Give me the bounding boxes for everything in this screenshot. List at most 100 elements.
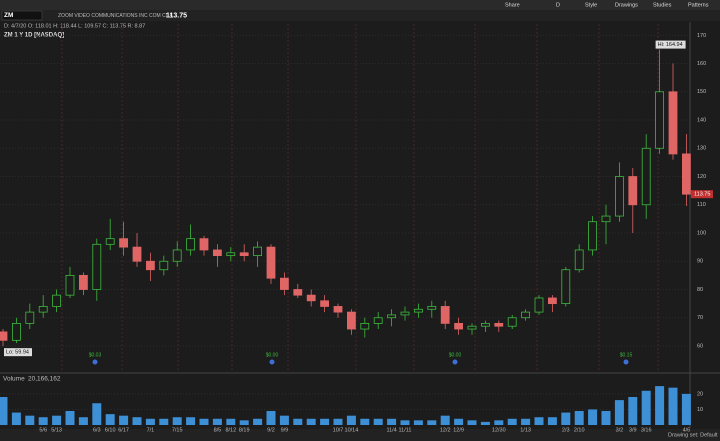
- volume-bar: [534, 417, 544, 425]
- candle-body: [454, 322, 464, 330]
- volume-bar: [226, 418, 236, 425]
- candle-body: [440, 306, 450, 324]
- y-tick-label: 120: [697, 174, 706, 180]
- volume-bar: [480, 421, 490, 425]
- volume-bar: [119, 415, 129, 425]
- candle-body: [574, 249, 584, 271]
- volume-bar: [105, 414, 115, 425]
- volume-bar: [25, 415, 35, 425]
- volume-bar: [65, 411, 75, 425]
- x-tick-label: 11/11: [399, 427, 412, 433]
- high-label: Hi: 164.94: [658, 42, 683, 48]
- volume-bar: [132, 417, 142, 425]
- volume-bar: [0, 397, 8, 425]
- candle-body: [172, 249, 182, 262]
- x-tick-label: 1/13: [520, 427, 531, 433]
- x-tick-label: 12/2: [440, 427, 451, 433]
- quote-bar: [0, 10, 720, 21]
- toolbar-button[interactable]: Studies: [653, 2, 672, 8]
- x-tick-label: 3/16: [641, 427, 652, 433]
- candle-body: [38, 306, 48, 313]
- y-tick-label: 140: [697, 117, 706, 123]
- event-label: $0.00: [449, 352, 462, 358]
- candle-body: [65, 274, 75, 296]
- x-tick-label: 6/3: [93, 427, 101, 433]
- candle-body: [293, 289, 303, 296]
- x-tick-label: 11/4: [386, 427, 396, 433]
- symbol: ZM: [4, 12, 13, 19]
- x-tick-label: 5/13: [51, 427, 62, 433]
- x-tick-label: 12/9: [453, 427, 464, 433]
- volume-bar: [360, 418, 370, 425]
- candle-body: [105, 238, 115, 245]
- candle-body: [79, 274, 88, 290]
- volume-bar: [427, 420, 437, 425]
- candle-body: [279, 277, 289, 290]
- volume-bar: [614, 400, 624, 425]
- toolbar-button[interactable]: Patterns: [688, 2, 709, 8]
- volume-bar: [588, 409, 598, 425]
- x-tick-label: 8/5: [214, 427, 222, 433]
- volume-bar: [186, 417, 196, 425]
- symbol-input[interactable]: [1, 10, 43, 21]
- candle-body: [119, 238, 128, 248]
- candle-body: [427, 306, 437, 310]
- toolbar-button[interactable]: Drawings: [615, 2, 638, 8]
- volume-bar: [400, 420, 410, 425]
- candle-body: [333, 306, 343, 313]
- candle-body: [521, 311, 530, 319]
- y-tick-label: 90: [697, 259, 703, 265]
- x-tick-label: 6/17: [118, 427, 129, 433]
- candle-body: [239, 252, 249, 257]
- toolbar-button[interactable]: Style: [585, 2, 597, 8]
- candle-body: [306, 294, 316, 302]
- candle-body: [534, 297, 544, 313]
- toolbar-button[interactable]: Share: [505, 2, 520, 8]
- volume-bar: [159, 418, 169, 425]
- candle-body: [548, 297, 557, 305]
- x-tick-label: 7/1: [147, 427, 155, 433]
- x-tick-label: 7/15: [172, 427, 183, 433]
- candle-body: [494, 322, 504, 327]
- candle-body: [480, 322, 490, 327]
- volume-bar: [467, 420, 477, 425]
- candle-body: [199, 238, 209, 251]
- y-tick-label: 170: [697, 33, 706, 39]
- volume-bar: [454, 418, 464, 425]
- volume-bar: [574, 411, 584, 425]
- candle-body: [655, 91, 664, 149]
- candle-body: [507, 317, 517, 327]
- volume-bar: [681, 393, 691, 425]
- volume-bar: [212, 418, 222, 425]
- volume-bar: [92, 403, 102, 425]
- volume-tick-label: 20: [697, 391, 703, 397]
- volume-bar: [266, 411, 276, 425]
- toolbar-button[interactable]: D: [556, 2, 560, 8]
- event-icon[interactable]: [269, 359, 275, 365]
- volume-bar: [253, 418, 263, 425]
- x-tick-label: 9/2: [267, 427, 275, 433]
- last-price: 113.75: [166, 12, 187, 19]
- candle-body: [25, 311, 35, 324]
- event-label: $0.03: [89, 352, 102, 358]
- candle-body: [132, 246, 142, 262]
- volume-bar: [199, 418, 209, 425]
- volume-bar: [655, 386, 665, 425]
- volume-bar: [601, 411, 611, 425]
- event-icon[interactable]: [623, 359, 629, 365]
- volume-bar: [293, 418, 303, 425]
- y-tick-label: 130: [697, 146, 706, 152]
- volume-bar: [52, 415, 62, 425]
- candle-body: [615, 176, 624, 217]
- event-icon[interactable]: [92, 359, 98, 365]
- volume-label: Volume: [3, 376, 25, 383]
- event-icon[interactable]: [452, 359, 458, 365]
- volume-bar: [333, 418, 343, 425]
- high-label-box: [655, 40, 686, 49]
- x-tick-label: 10/14: [345, 427, 359, 433]
- event-label: $0.00: [266, 352, 279, 358]
- candle-body: [212, 249, 222, 257]
- volume-bar: [547, 417, 557, 425]
- candle-body: [320, 300, 330, 307]
